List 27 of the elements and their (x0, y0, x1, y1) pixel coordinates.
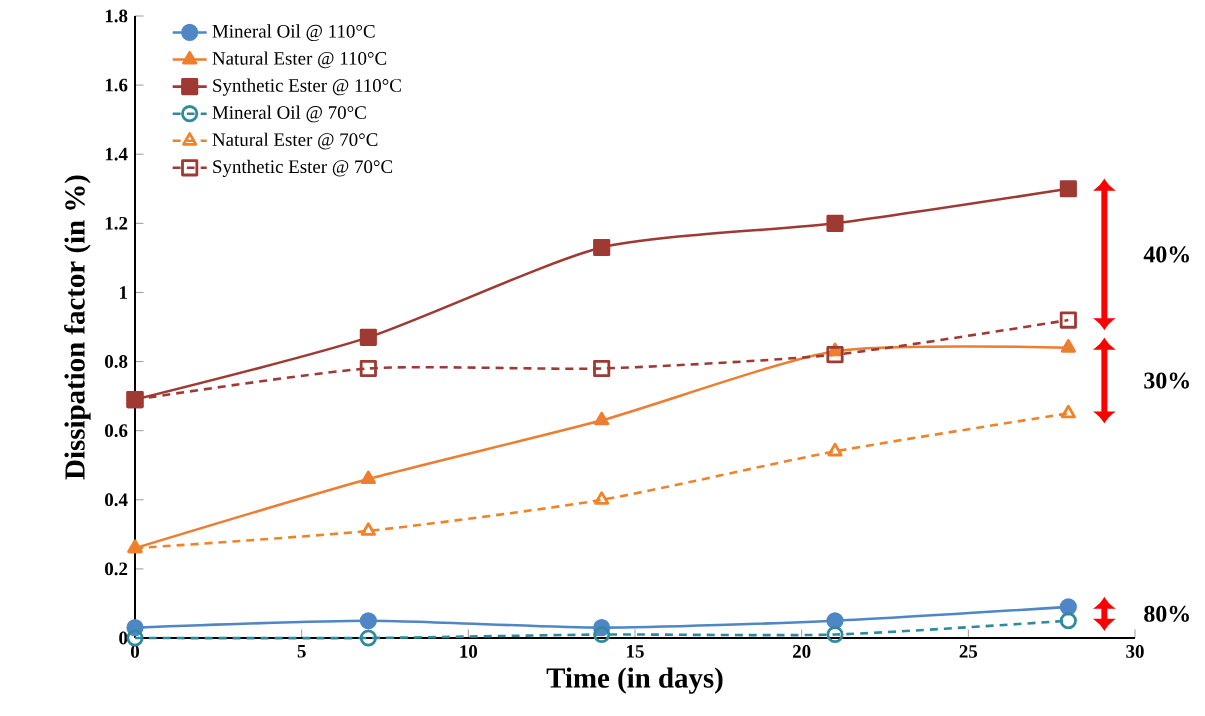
y-tick-label: 1.8 (105, 9, 128, 23)
x-tick-label: 20 (792, 645, 811, 658)
legend-label: Mineral Oil @ 70°C (212, 105, 366, 123)
y-tick-label: 0.2 (105, 562, 128, 576)
legend-label: Synthetic Ester @ 110°C (213, 78, 401, 96)
x-tick-label: 25 (959, 645, 978, 658)
legend-label: Synthetic Ester @ 70°C (213, 159, 393, 177)
y-tick-label: 0.6 (105, 424, 128, 438)
y-axis-title: Dissipation factor (in %) (64, 175, 91, 480)
legend-label: Mineral Oil @ 110°C (212, 24, 375, 42)
y-tick-label: 0.4 (105, 493, 128, 507)
y-tick-label: 0 (119, 631, 128, 645)
y-tick-label: 1 (120, 286, 127, 299)
y-tick-label: 1.6 (105, 78, 128, 92)
x-tick-label: 5 (297, 645, 306, 658)
y-tick-label: 1.2 (105, 216, 128, 230)
x-tick-label: 15 (627, 645, 644, 658)
legend-label: Natural Ester @ 110°C (212, 51, 387, 69)
text: 80% (1144, 605, 1189, 622)
x-tick-label: 30 (1126, 645, 1144, 658)
text: 30% (1144, 372, 1189, 389)
y-tick-label: 1.4 (105, 147, 128, 161)
x-tick-label: 10 (460, 645, 478, 658)
x-axis-title: Time (in days) (546, 667, 723, 694)
legend-label: Natural Ester @ 70°C (212, 132, 378, 150)
y-tick-label: 0.8 (105, 355, 128, 368)
text: 40% (1143, 246, 1189, 263)
